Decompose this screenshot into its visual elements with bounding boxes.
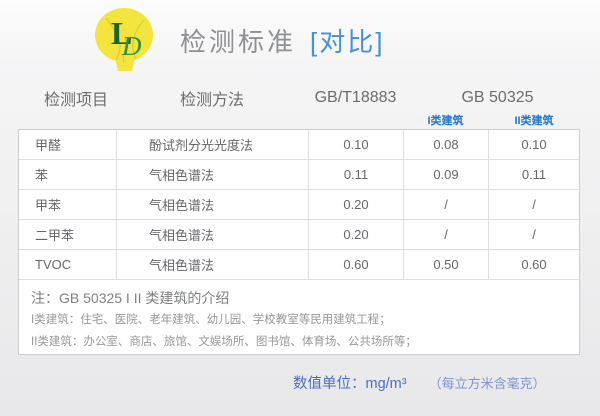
cell-class1: /: [404, 190, 489, 219]
cell-method: 气相色谱法: [117, 220, 309, 249]
cell-gbt: 0.60: [309, 250, 404, 279]
notes-section: 注：GB 50325 I II 类建筑的介绍 I类建筑：住宅、医院、老年建筑、幼…: [19, 280, 579, 353]
unit-note: （每立方米含毫克）: [428, 376, 546, 391]
filament-line: [132, 19, 145, 60]
standards-table-panel: 甲醛 酚试剂分光光度法 0.10 0.08 0.10 苯 气相色谱法 0.11 …: [18, 129, 580, 355]
unit-label: 数值单位：mg/m³: [293, 376, 407, 392]
note-class1: I类建筑：住宅、医院、老年建筑、幼儿园、学校教室等民用建筑工程；: [31, 314, 391, 326]
logo-bulb-icon: L D: [95, 8, 153, 71]
cell-gbt: 0.10: [309, 130, 404, 159]
bulb-glass: [95, 8, 153, 62]
cell-class2: /: [532, 227, 536, 242]
cell-gbt: 0.11: [309, 160, 404, 189]
page-title-main: 检测标准: [180, 27, 297, 57]
unit-footer: 数值单位：mg/m³ （每立方米含毫克）: [293, 372, 546, 393]
logo-letter-l: L: [111, 15, 132, 51]
col-header-gbt18883: GB/T18883: [314, 89, 397, 106]
cell-gbt: 0.20: [309, 190, 404, 219]
table-row: 苯 气相色谱法 0.11 0.09 0.11: [19, 160, 579, 190]
cell-method: 酚试剂分光光度法: [117, 130, 309, 159]
col-header-method: 检测方法: [179, 92, 244, 109]
page-title-highlight: [对比]: [310, 27, 385, 57]
cell-method: 气相色谱法: [117, 190, 309, 219]
subheader-class1: I类建筑: [427, 114, 464, 127]
table-header-sub-row: I类建筑 II类建筑: [18, 110, 580, 129]
cell-method: 气相色谱法: [117, 160, 309, 189]
col-header-gb50325: GB 50325: [461, 89, 534, 106]
subheader-class2: II类建筑: [514, 114, 554, 127]
cell-item: 苯: [19, 160, 117, 189]
cell-class2: /: [532, 197, 536, 212]
cell-class1: 0.08: [404, 130, 489, 159]
note-class2: II类建筑：办公室、商店、旅馆、文娱场所、图书馆、体育场、公共场所等；: [31, 336, 417, 348]
table-row: 甲苯 气相色谱法 0.20 / /: [19, 190, 579, 220]
bulb-base: [115, 58, 135, 71]
table-row: 甲醛 酚试剂分光光度法 0.10 0.08 0.10: [19, 130, 579, 160]
cell-class1: /: [404, 220, 489, 249]
cell-class2: 0.60: [521, 257, 547, 272]
cell-item: TVOC: [19, 250, 117, 279]
logo-letter-d: D: [121, 31, 142, 61]
cell-item: 二甲苯: [19, 220, 117, 249]
cell-class2: 0.10: [521, 137, 547, 152]
filament-line: [122, 37, 127, 64]
table-row: TVOC 气相色谱法 0.60 0.50 0.60: [19, 250, 579, 280]
cell-method: 气相色谱法: [117, 250, 309, 279]
note-title: 注：GB 50325 I II 类建筑的介绍: [31, 290, 230, 306]
col-header-item: 检测项目: [43, 92, 108, 109]
cell-class1: 0.09: [404, 160, 489, 189]
cell-gbt: 0.20: [309, 220, 404, 249]
page-title: 检测标准 [对比]: [180, 22, 384, 59]
table-row: 二甲苯 气相色谱法 0.20 / /: [19, 220, 579, 250]
cell-item: 甲苯: [19, 190, 117, 219]
cell-class1: 0.50: [404, 250, 489, 279]
table-header: 检测项目 检测方法 GB/T18883 GB 50325 I类建筑 II类建筑: [18, 86, 580, 129]
table-header-main-row: 检测项目 检测方法 GB/T18883 GB 50325: [18, 86, 580, 110]
cell-class2: 0.11: [521, 167, 547, 182]
filament-line: [105, 17, 121, 61]
cell-item: 甲醛: [19, 130, 117, 159]
